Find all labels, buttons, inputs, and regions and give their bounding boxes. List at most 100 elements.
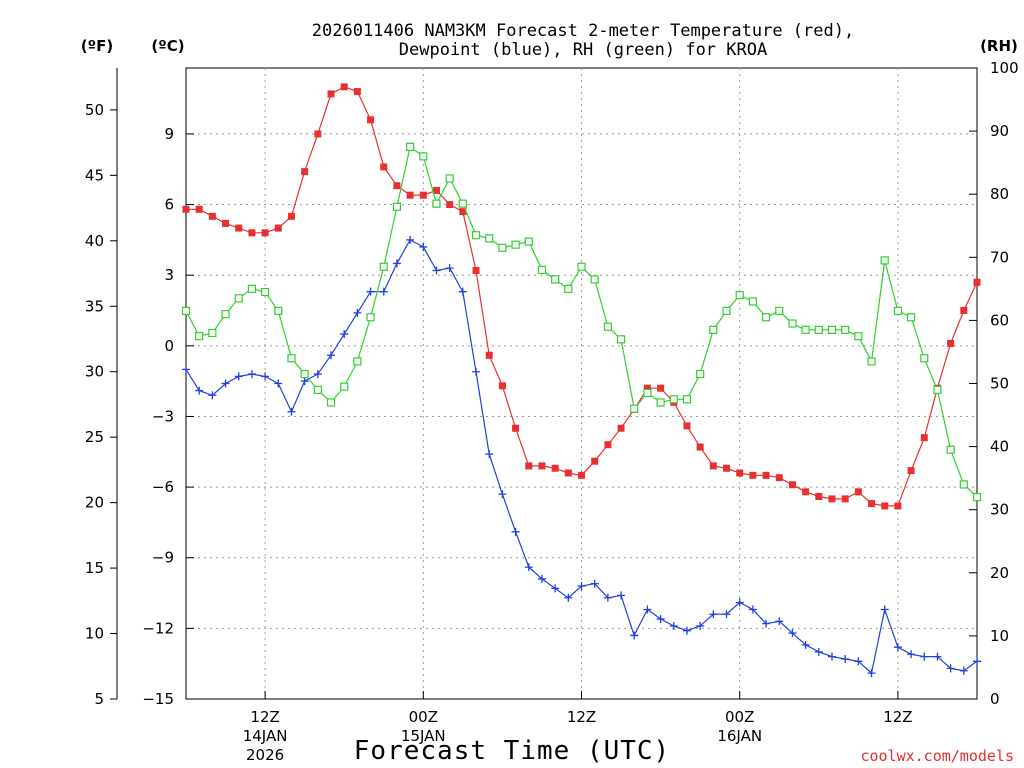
dewpoint-point: [379, 287, 388, 296]
rh-point: [801, 325, 810, 334]
temperature-point: [459, 208, 467, 216]
dewpoint-point: [472, 367, 481, 376]
dewpoint-point: [247, 370, 256, 379]
celsius-unit-label: (ºC): [151, 37, 184, 55]
rh-tick-label: 80: [990, 185, 1009, 203]
rh-point: [893, 306, 903, 316]
temperature-point: [960, 307, 968, 315]
rh-point: [326, 398, 336, 407]
rh-point: [287, 354, 296, 363]
rh-point: [682, 395, 692, 404]
rh-point: [406, 142, 415, 151]
chart-title-line2: Dewpoint (blue), RH (green) for KROA: [399, 40, 767, 60]
temperature-point: [525, 462, 533, 470]
temperature-point: [235, 224, 243, 232]
temperature-point: [538, 462, 546, 470]
dewpoint-point: [313, 370, 322, 379]
fahrenheit-tick-label: 25: [85, 428, 104, 446]
temperature-point: [973, 278, 981, 286]
x-tick-label: 12Z: [567, 708, 596, 726]
temperature-point: [182, 205, 190, 213]
fahrenheit-tick-label: 15: [85, 559, 104, 577]
dewpoint-point: [195, 386, 204, 395]
temperature-point: [788, 481, 796, 489]
rh-point: [445, 174, 454, 183]
dewpoint-point: [722, 610, 731, 619]
x-tick-label: 12Z: [250, 708, 279, 726]
x-tick-sublabel: 2026: [246, 746, 284, 764]
dewpoint-point: [617, 591, 626, 600]
dewpoint-point: [669, 622, 678, 631]
dewpoint-point: [788, 629, 797, 638]
rh-point: [841, 325, 850, 334]
dewpoint-point: [327, 351, 336, 360]
temperature-point: [393, 182, 401, 190]
rh-point: [814, 325, 823, 334]
rh-tick-label: 70: [990, 248, 1009, 266]
rh-point: [208, 328, 217, 338]
temperature-point: [564, 469, 572, 477]
temperature-point: [195, 205, 203, 213]
dewpoint-point: [867, 669, 876, 678]
rh-point: [761, 313, 771, 322]
dewpoint-point: [880, 605, 889, 614]
dewpoint-point: [827, 652, 836, 661]
x-tick-sublabel: 14JAN: [243, 727, 288, 745]
temperature-point: [683, 422, 691, 430]
dewpoint-point: [973, 657, 981, 666]
temperature-point: [248, 229, 256, 237]
credit-text: coolwx.com/models: [860, 747, 1014, 765]
rh-tick-label: 100: [990, 59, 1019, 77]
temperature-point: [894, 502, 902, 510]
temperature-point: [591, 457, 599, 465]
rh-point: [353, 357, 362, 366]
x-tick-sublabel: 16JAN: [717, 727, 762, 745]
fahrenheit-tick-label: 10: [85, 625, 104, 643]
rh-point: [234, 294, 243, 303]
temperature-point: [512, 424, 520, 432]
rh-point: [709, 325, 718, 334]
dewpoint-point: [564, 593, 573, 602]
dewpoint-point: [590, 579, 599, 588]
temperature-point: [472, 266, 480, 274]
dewpoint-point: [801, 640, 810, 649]
temperature-point: [696, 443, 704, 451]
rh-point: [511, 240, 520, 249]
rh-point: [498, 243, 507, 252]
rh-tick-label: 0: [990, 690, 1000, 708]
temperature-point: [709, 462, 717, 470]
temperature-point: [261, 229, 269, 237]
dewpoint-point: [709, 610, 718, 619]
dewpoint-point: [893, 643, 902, 652]
rh-point: [551, 275, 560, 284]
temperature-point: [208, 212, 216, 220]
fahrenheit-tick-label: 20: [85, 494, 104, 512]
temperature-point: [340, 83, 348, 91]
rh-point: [959, 480, 968, 489]
celsius-tick-label: −12: [142, 619, 174, 637]
rh-point: [392, 202, 402, 211]
dewpoint-point: [946, 664, 955, 673]
fahrenheit-tick-label: 50: [85, 101, 104, 119]
dewpoint-point: [959, 666, 968, 675]
temperature-point: [775, 474, 783, 482]
x-axis-title: Forecast Time (UTC): [354, 736, 670, 766]
dewpoint-point: [933, 652, 942, 661]
dewpoint-point: [775, 617, 784, 626]
dewpoint-point: [419, 242, 428, 251]
temperature-point: [723, 464, 731, 472]
dewpoint-point: [841, 654, 850, 663]
dewpoint-point: [353, 308, 362, 317]
dewpoint-point: [300, 377, 309, 386]
rh-point: [854, 332, 863, 341]
fahrenheit-tick-label: 5: [94, 690, 104, 708]
fahrenheit-tick-label: 45: [85, 166, 104, 184]
temperature-point: [815, 493, 823, 501]
dewpoint-point: [537, 574, 546, 583]
rh-point: [669, 395, 678, 404]
rh-point: [880, 256, 889, 265]
temperature-point: [314, 130, 322, 138]
temperature-point: [947, 339, 955, 347]
rh-point: [748, 297, 757, 306]
rh-point: [906, 313, 916, 322]
